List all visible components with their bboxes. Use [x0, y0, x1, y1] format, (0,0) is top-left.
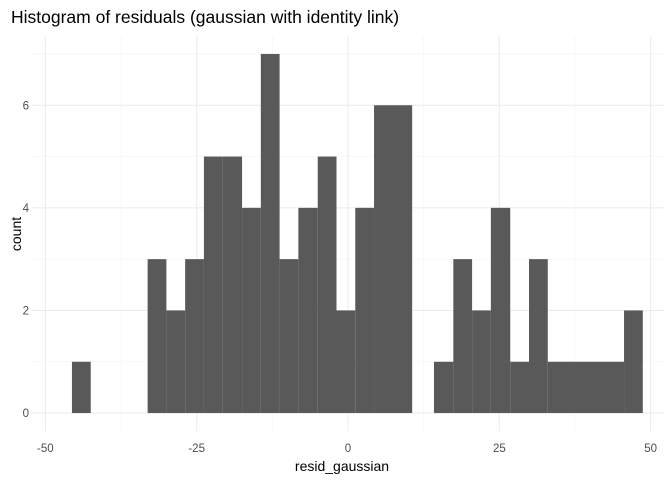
y-tick-label: 4 — [23, 203, 30, 215]
x-tick-label: 0 — [345, 443, 351, 455]
histogram-bar — [242, 207, 261, 414]
y-tick-label: 2 — [23, 305, 29, 317]
x-tick-label: -50 — [37, 443, 54, 455]
histogram-bar — [433, 361, 454, 414]
histogram-bar — [355, 207, 375, 414]
histogram-bar — [71, 361, 91, 414]
histogram-bar — [260, 53, 280, 414]
histogram-bar — [472, 310, 491, 414]
x-axis-title: resid_gaussian — [295, 458, 389, 474]
histogram-bar — [510, 361, 530, 414]
x-tick-label: 25 — [493, 443, 506, 455]
histogram-bar — [298, 207, 318, 414]
y-axis-ticks: 0 2 4 6 — [23, 100, 30, 420]
histogram-bar — [490, 207, 511, 414]
histogram-bar — [222, 156, 243, 414]
y-tick-label: 0 — [23, 408, 29, 420]
y-axis-title: count — [8, 217, 24, 251]
histogram-bar — [185, 259, 204, 414]
histogram-bar — [529, 259, 548, 414]
histogram-bar — [317, 156, 337, 414]
histogram-bar — [453, 259, 473, 414]
histogram-bar — [166, 310, 186, 414]
histogram-bar — [203, 156, 223, 414]
histogram-bar — [547, 361, 625, 414]
x-axis-ticks: -50 -25 0 25 50 — [37, 443, 657, 455]
histogram-bar — [147, 259, 167, 414]
histogram-bar — [374, 105, 413, 414]
y-tick-label: 6 — [23, 100, 29, 112]
histogram-bars — [71, 53, 643, 414]
x-tick-label: -25 — [188, 443, 205, 455]
histogram-bar — [624, 310, 643, 414]
x-tick-label: 50 — [644, 443, 657, 455]
histogram-bar — [336, 310, 356, 414]
chart-title: Histogram of residuals (gaussian with id… — [11, 7, 399, 27]
histogram-bar — [279, 259, 299, 414]
